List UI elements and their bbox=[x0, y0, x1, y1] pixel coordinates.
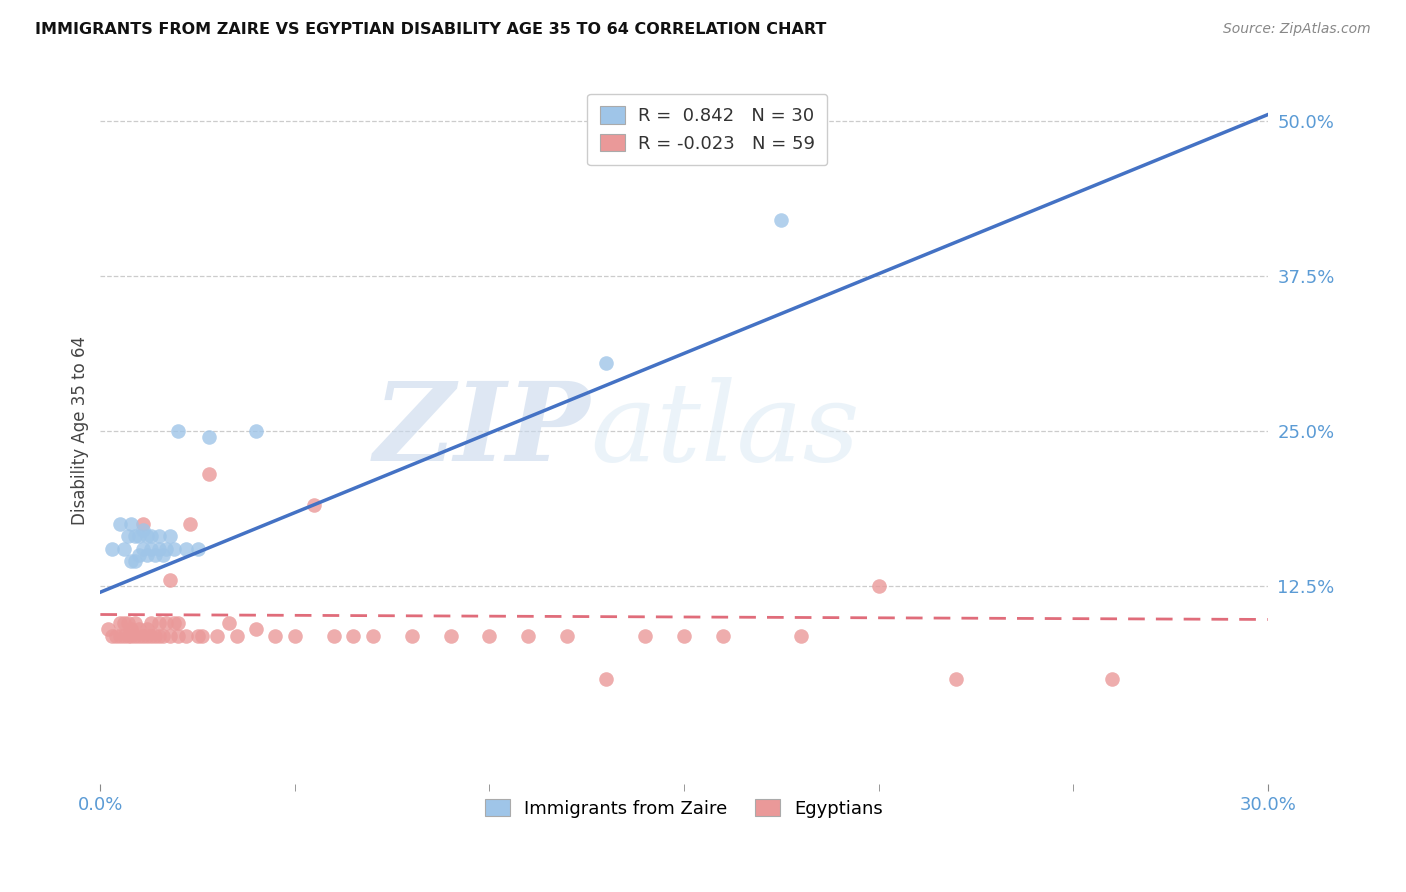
Point bbox=[167, 616, 190, 631]
Point bbox=[108, 629, 131, 643]
Point bbox=[439, 629, 461, 643]
Point bbox=[124, 616, 146, 631]
Text: Source: ZipAtlas.com: Source: ZipAtlas.com bbox=[1223, 22, 1371, 37]
Point bbox=[342, 629, 364, 643]
Point bbox=[148, 629, 170, 643]
Point bbox=[770, 213, 793, 227]
Point bbox=[121, 629, 143, 643]
Point bbox=[132, 516, 155, 531]
Point bbox=[139, 616, 162, 631]
Point bbox=[139, 629, 162, 643]
Point bbox=[148, 616, 170, 631]
Point bbox=[595, 356, 617, 370]
Point bbox=[121, 623, 143, 637]
Point bbox=[136, 548, 159, 562]
Point bbox=[143, 629, 166, 643]
Point bbox=[401, 629, 423, 643]
Y-axis label: Disability Age 35 to 64: Disability Age 35 to 64 bbox=[72, 336, 89, 525]
Point bbox=[945, 672, 967, 686]
Point bbox=[124, 629, 146, 643]
Point bbox=[148, 529, 170, 543]
Point bbox=[136, 623, 159, 637]
Point bbox=[711, 629, 734, 643]
Point bbox=[190, 629, 212, 643]
Point bbox=[245, 623, 267, 637]
Point bbox=[167, 424, 190, 438]
Point bbox=[121, 554, 143, 568]
Point bbox=[555, 629, 578, 643]
Point bbox=[159, 529, 181, 543]
Point bbox=[163, 616, 186, 631]
Point bbox=[143, 548, 166, 562]
Point bbox=[128, 629, 150, 643]
Point bbox=[108, 616, 131, 631]
Point bbox=[128, 623, 150, 637]
Point bbox=[101, 541, 124, 556]
Point bbox=[104, 629, 127, 643]
Point bbox=[117, 529, 139, 543]
Point bbox=[132, 541, 155, 556]
Point bbox=[108, 516, 131, 531]
Point bbox=[128, 548, 150, 562]
Point bbox=[672, 629, 695, 643]
Point bbox=[205, 629, 228, 643]
Point bbox=[868, 579, 890, 593]
Point bbox=[198, 430, 221, 444]
Point bbox=[112, 616, 135, 631]
Point bbox=[198, 467, 221, 482]
Point bbox=[790, 629, 813, 643]
Point bbox=[225, 629, 247, 643]
Point bbox=[478, 629, 501, 643]
Point bbox=[322, 629, 344, 643]
Point bbox=[361, 629, 384, 643]
Point bbox=[163, 541, 186, 556]
Point bbox=[128, 529, 150, 543]
Point bbox=[139, 541, 162, 556]
Point bbox=[179, 516, 201, 531]
Point bbox=[136, 629, 159, 643]
Legend: Immigrants from Zaire, Egyptians: Immigrants from Zaire, Egyptians bbox=[478, 791, 890, 825]
Point bbox=[112, 629, 135, 643]
Point bbox=[139, 529, 162, 543]
Point bbox=[245, 424, 267, 438]
Point bbox=[121, 516, 143, 531]
Point bbox=[174, 541, 197, 556]
Text: ZIP: ZIP bbox=[374, 377, 591, 484]
Point bbox=[112, 541, 135, 556]
Point bbox=[634, 629, 657, 643]
Point bbox=[218, 616, 240, 631]
Point bbox=[132, 523, 155, 537]
Point bbox=[124, 554, 146, 568]
Point bbox=[187, 541, 209, 556]
Point bbox=[159, 629, 181, 643]
Point bbox=[159, 573, 181, 587]
Point bbox=[284, 629, 307, 643]
Point bbox=[124, 529, 146, 543]
Point bbox=[97, 623, 120, 637]
Point bbox=[304, 499, 326, 513]
Point bbox=[117, 629, 139, 643]
Point bbox=[117, 616, 139, 631]
Point bbox=[101, 629, 124, 643]
Point bbox=[167, 629, 190, 643]
Point bbox=[155, 616, 177, 631]
Point bbox=[1101, 672, 1123, 686]
Point bbox=[264, 629, 287, 643]
Point bbox=[155, 541, 177, 556]
Text: atlas: atlas bbox=[591, 377, 860, 484]
Point bbox=[152, 548, 174, 562]
Point bbox=[595, 672, 617, 686]
Point bbox=[174, 629, 197, 643]
Point bbox=[517, 629, 540, 643]
Point bbox=[187, 629, 209, 643]
Point bbox=[132, 629, 155, 643]
Point bbox=[148, 541, 170, 556]
Point bbox=[152, 629, 174, 643]
Text: IMMIGRANTS FROM ZAIRE VS EGYPTIAN DISABILITY AGE 35 TO 64 CORRELATION CHART: IMMIGRANTS FROM ZAIRE VS EGYPTIAN DISABI… bbox=[35, 22, 827, 37]
Point bbox=[136, 529, 159, 543]
